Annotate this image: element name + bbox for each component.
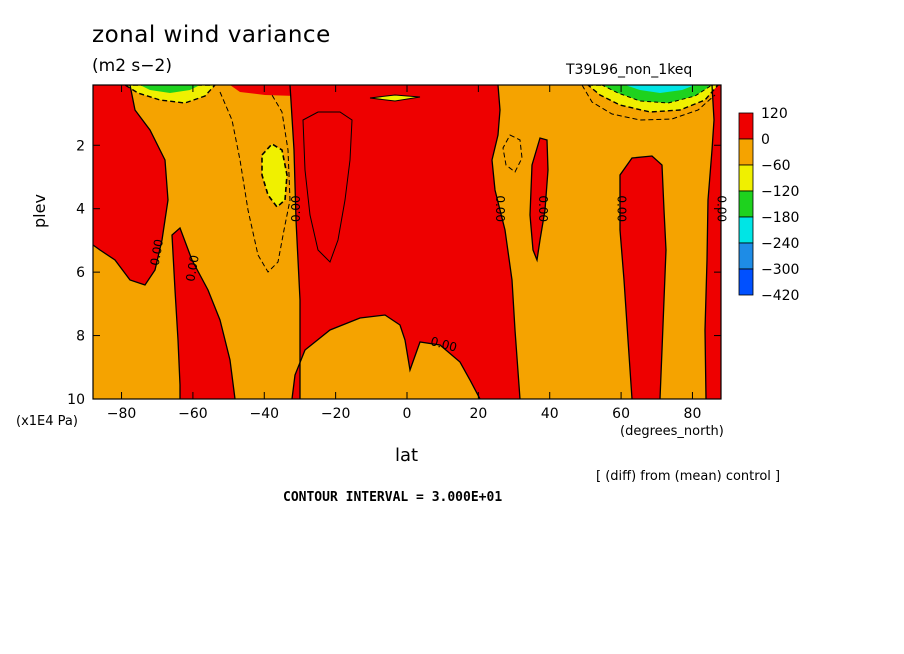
colorbar-swatch (738, 138, 754, 166)
x-tick-label: 40 (541, 406, 559, 422)
negative-region-top (625, 85, 695, 93)
colorbar-swatch (738, 190, 754, 218)
colorbar-swatch (738, 216, 754, 244)
y-tick-label: 2 (76, 138, 85, 154)
contour-label: 0.00 (536, 195, 550, 222)
positive-region (620, 156, 666, 399)
contour-label: 0.00 (493, 195, 507, 222)
positive-region (530, 138, 548, 260)
colorbar-label: −240 (761, 236, 799, 252)
positive-region (705, 85, 721, 399)
y-axis-label: plev (30, 194, 49, 228)
negative-region-top (601, 85, 713, 104)
positive-region (93, 85, 168, 285)
x-tick-label: −60 (178, 406, 208, 422)
x-axis-label: lat (395, 445, 419, 466)
x-tick-label: 0 (403, 406, 412, 422)
contour-interval: CONTOUR INTERVAL = 3.000E+01 (283, 490, 503, 505)
positive-contour (302, 111, 353, 263)
colorbar-label: 120 (761, 106, 788, 122)
positive-region (230, 85, 300, 96)
x-tick-label: −20 (321, 406, 351, 422)
contour-label: 0.00 (429, 334, 458, 354)
colorbar-label: −60 (761, 158, 791, 174)
chart-units: (m2 s−2) (92, 56, 172, 76)
colorbar-label: −300 (761, 262, 799, 278)
x-tick-label: 20 (469, 406, 487, 422)
colorbar-label: −180 (761, 210, 799, 226)
positive-region (290, 85, 520, 399)
y-tick-label: 10 (67, 392, 85, 408)
y-tick-label: 4 (76, 202, 85, 218)
run-name: T39L96_non_1keq (566, 62, 693, 78)
y-tick-label: 6 (76, 265, 85, 281)
diff-note: [ (diff) from (mean) control ] (596, 469, 781, 484)
contour-label: 0.00 (615, 195, 629, 222)
positive-region (172, 228, 235, 399)
colorbar-swatch (738, 268, 754, 296)
x-axis-units: (degrees_north) (620, 424, 724, 439)
contour-label: 0.00 (714, 195, 728, 222)
contour-label: 0.00 (289, 195, 303, 222)
colorbar-swatch (738, 242, 754, 270)
negative-contour (581, 85, 716, 121)
contour-label: 0.00 (148, 238, 166, 267)
negative-region-top (140, 85, 200, 93)
negative-region-yellow (261, 142, 288, 209)
x-tick-label: −40 (249, 406, 279, 422)
x-tick-label: −80 (107, 406, 137, 422)
colorbar-label: −420 (761, 288, 799, 304)
x-tick-label: 80 (684, 406, 702, 422)
y-tick-label: 8 (76, 329, 85, 345)
y-axis-units: (x1E4 Pa) (16, 414, 78, 429)
colorbar-swatch (738, 112, 754, 140)
colorbar-swatch (738, 164, 754, 192)
colorbar-label: 0 (761, 132, 770, 148)
contour-label: 0.00 (183, 254, 201, 283)
x-tick-label: 60 (612, 406, 630, 422)
top-sliver (369, 94, 421, 102)
negative-contour (502, 134, 523, 173)
chart-title: zonal wind variance (92, 22, 331, 48)
colorbar-label: −120 (761, 184, 799, 200)
zero-contours (93, 85, 715, 399)
negative-contour (219, 91, 291, 273)
